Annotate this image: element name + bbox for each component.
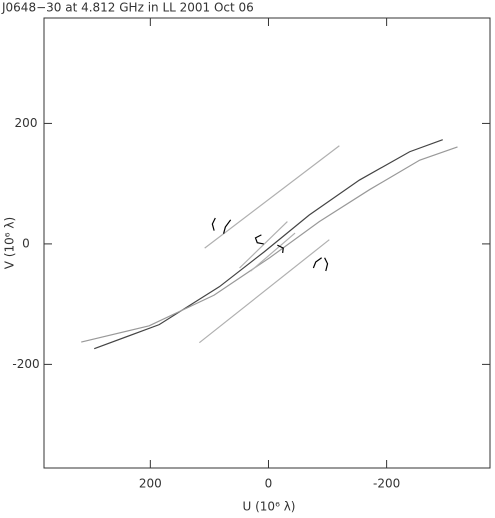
y-axis-label: V (10⁶ λ): [3, 217, 17, 269]
uv-track: [204, 145, 340, 249]
uv-track: [94, 139, 443, 350]
uv-track: [81, 146, 458, 343]
uv-track: [250, 232, 296, 272]
uv-track: [324, 257, 329, 272]
plot-frame: [43, 17, 491, 469]
y-tick-label: -200: [12, 357, 39, 371]
uv-track: [198, 239, 330, 344]
y-tick-label: 0: [22, 236, 30, 250]
x-tick-label: 0: [265, 477, 273, 491]
x-tick-label: -200: [373, 477, 400, 491]
uv-track: [223, 219, 232, 234]
chart-title: J0648−30 at 4.812 GHz in LL 2001 Oct 06: [1, 1, 254, 15]
uv-track: [239, 221, 288, 269]
y-tick-label: 200: [15, 116, 38, 130]
uv-track: [211, 217, 216, 231]
x-tick-label: 200: [139, 477, 162, 491]
uv-track: [254, 234, 264, 245]
uv-track: [312, 257, 322, 269]
x-axis-label: U (10⁶ λ): [243, 500, 296, 514]
uv-track: [277, 244, 284, 254]
